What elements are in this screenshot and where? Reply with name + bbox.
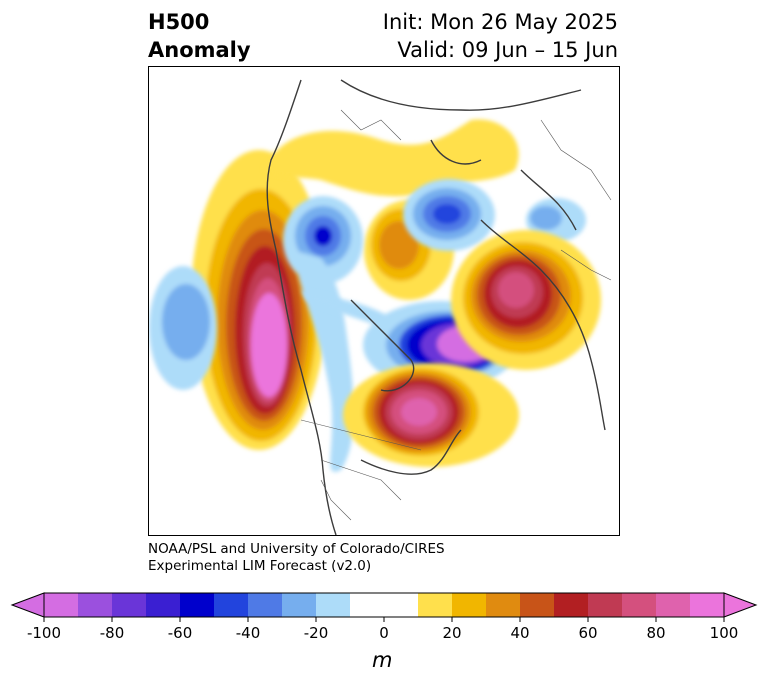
colorbar-tick-label: -80: [100, 624, 125, 642]
colorbar-cell: [282, 593, 317, 617]
colorbar-cell: [690, 593, 725, 617]
colorbar-cell: [316, 593, 351, 617]
colorbar-cell: [656, 593, 691, 617]
colorbar-cell: [452, 593, 487, 617]
credit-line-1: NOAA/PSL and University of Colorado/CIRE…: [148, 541, 445, 557]
colorbar-cell: [384, 593, 419, 617]
colorbar-tick-label: 80: [646, 624, 665, 642]
colorbar-cell: [146, 593, 181, 617]
anomaly-ridge-east: [451, 230, 601, 370]
colorbar-cell: [588, 593, 623, 617]
data-credit: NOAA/PSL and University of Colorado/CIRE…: [148, 541, 445, 575]
colorbar-tick-label: -100: [27, 624, 61, 642]
coastlines: [266, 79, 606, 535]
anomaly-ridge-south: [343, 363, 519, 467]
colorbar-tick-label: -20: [304, 624, 329, 642]
colorbar-unit-label: m: [372, 648, 393, 672]
colorbar-tick-label: 20: [442, 624, 461, 642]
colorbar-cell: [418, 593, 453, 617]
valid-range: Valid: 09 Jun – 15 Jun: [397, 38, 618, 62]
colorbar-cells: [44, 593, 725, 617]
colorbar-cell: [180, 593, 215, 617]
anomaly-trough-far-west: [149, 266, 217, 390]
anomaly-trough-northwest: [283, 196, 363, 472]
country-borders: [300, 109, 612, 521]
title-field: Anomaly: [148, 38, 251, 62]
colorbar-cell: [214, 593, 249, 617]
credit-line-2: Experimental LIM Forecast (v2.0): [148, 558, 372, 574]
colorbar-cell: [622, 593, 657, 617]
colorbar-cell: [78, 593, 113, 617]
colorbar-extend-low: [10, 592, 45, 618]
colorbar-ticks: -100 -80 -60 -40 -20 0 20 40 60 80 100: [27, 617, 738, 642]
colorbar-cell: [486, 593, 521, 617]
init-date: Init: Mon 26 May 2025: [382, 10, 618, 34]
colorbar-extend-high: [723, 592, 758, 618]
colorbar-cell: [248, 593, 283, 617]
anomaly-trough-arctic: [403, 179, 586, 251]
colorbar: -100 -80 -60 -40 -20 0 20 40 60 80 100: [10, 592, 758, 642]
colorbar-cell: [520, 593, 555, 617]
forecast-dates: Init: Mon 26 May 2025 Valid: 09 Jun – 15…: [383, 8, 618, 64]
colorbar-cell: [350, 593, 385, 617]
colorbar-tick-label: 100: [710, 624, 739, 642]
colorbar-cell: [112, 593, 147, 617]
colorbar-cell: [44, 593, 79, 617]
colorbar-cell: [554, 593, 589, 617]
colorbar-tick-label: 60: [578, 624, 597, 642]
colorbar-tick-label: 40: [510, 624, 529, 642]
anomaly-map: [148, 66, 620, 536]
colorbar-tick-label: -60: [168, 624, 193, 642]
anomaly-ridge-north: [263, 119, 519, 300]
map-title: H500 Anomaly: [148, 8, 251, 64]
colorbar-tick-label: -40: [236, 624, 261, 642]
colorbar-tick-label: 0: [379, 624, 389, 642]
title-variable: H500: [148, 10, 210, 34]
